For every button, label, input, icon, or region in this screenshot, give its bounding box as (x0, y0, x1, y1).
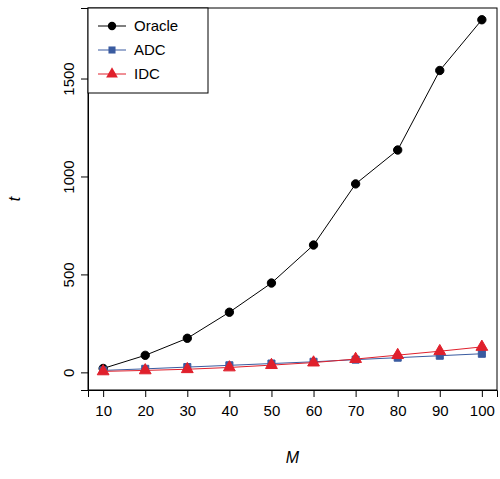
x-tick-label: 30 (179, 402, 196, 419)
y-tick-label: 1000 (60, 160, 77, 193)
x-tick: 40 (222, 390, 239, 419)
plot-frame (88, 8, 497, 390)
y-axis-title: t (6, 196, 23, 201)
legend-label: Oracle (134, 17, 178, 34)
y-tick-label: 1500 (60, 62, 77, 95)
series-marker (225, 308, 233, 316)
x-tick: 10 (95, 390, 112, 419)
series-marker (478, 350, 485, 357)
x-tick-mark (229, 390, 230, 397)
series-marker (181, 362, 193, 372)
x-tick-label: 100 (470, 402, 495, 419)
x-tick-label: 90 (432, 402, 449, 419)
series-marker (309, 241, 317, 249)
y-tick: 1500 (60, 62, 88, 95)
y-tick: 500 (60, 262, 88, 287)
x-tick-mark (187, 390, 188, 397)
series-marker (350, 352, 362, 362)
legend-marker (106, 67, 118, 77)
x-tick: 90 (432, 390, 449, 419)
series-line (103, 347, 482, 371)
legend-marker (108, 22, 116, 30)
x-tick-label: 10 (95, 402, 112, 419)
x-axis-line (89, 391, 498, 398)
x-tick: 80 (390, 390, 407, 419)
x-tick: 70 (348, 390, 365, 419)
x-tick-mark (314, 390, 315, 397)
y-axis: 0 500 1000 1500 (60, 9, 89, 391)
x-tick-label: 80 (390, 402, 407, 419)
series-line (103, 354, 482, 371)
x-tick-mark (440, 390, 441, 397)
y-tick-mark (81, 79, 88, 80)
plot-area (97, 16, 487, 375)
x-tick-label: 20 (137, 402, 154, 419)
series-marker (139, 364, 151, 374)
series-marker (436, 66, 444, 74)
y-axis-line (81, 9, 89, 391)
series-marker (478, 16, 486, 24)
y-tick-label: 0 (60, 369, 77, 377)
series-marker (183, 334, 191, 342)
legend-marker (108, 46, 115, 53)
series-marker (434, 344, 446, 354)
x-tick-mark (398, 390, 399, 397)
x-tick-label: 40 (222, 402, 239, 419)
x-tick-mark (356, 390, 357, 397)
x-tick: 30 (179, 390, 196, 419)
series-marker (392, 348, 404, 358)
x-tick-label: 50 (264, 402, 281, 419)
x-tick: 60 (306, 390, 323, 419)
x-tick-mark (482, 390, 483, 397)
series-marker (394, 146, 402, 154)
legend-entry: Oracle (98, 17, 178, 34)
series-marker (476, 340, 488, 350)
x-tick-label: 60 (306, 402, 323, 419)
x-tick: 50 (264, 390, 281, 419)
series-marker (308, 356, 320, 366)
y-tick: 1000 (60, 160, 88, 193)
legend-label: ADC (134, 41, 166, 58)
legend-label: IDC (134, 65, 160, 82)
y-tick: 0 (60, 369, 88, 377)
x-axis-title: M (286, 449, 300, 466)
x-tick-mark (145, 390, 146, 397)
series-marker (266, 358, 278, 368)
series-marker (223, 361, 235, 371)
x-tick-mark (271, 390, 272, 397)
x-axis: 10 20 30 40 50 60 70 80 90 100 (89, 390, 498, 419)
x-tick: 20 (137, 390, 154, 419)
y-tick-mark (81, 274, 88, 275)
legend-entry: IDC (98, 65, 160, 82)
series-marker (351, 180, 359, 188)
series-marker (267, 279, 275, 287)
series-marker (97, 365, 109, 375)
series-marker (141, 351, 149, 359)
x-tick-mark (103, 390, 104, 397)
y-tick-label: 500 (60, 262, 77, 287)
x-tick-label: 70 (348, 402, 365, 419)
chart: 102030405060708090100050010001500MtOracl… (0, 0, 500, 479)
legend-box (88, 8, 208, 93)
y-tick-mark (81, 176, 88, 177)
x-tick: 100 (470, 390, 495, 419)
legend-entry: ADC (98, 41, 166, 58)
legend: Oracle ADC IDC (88, 8, 208, 93)
y-tick-mark (81, 372, 88, 373)
